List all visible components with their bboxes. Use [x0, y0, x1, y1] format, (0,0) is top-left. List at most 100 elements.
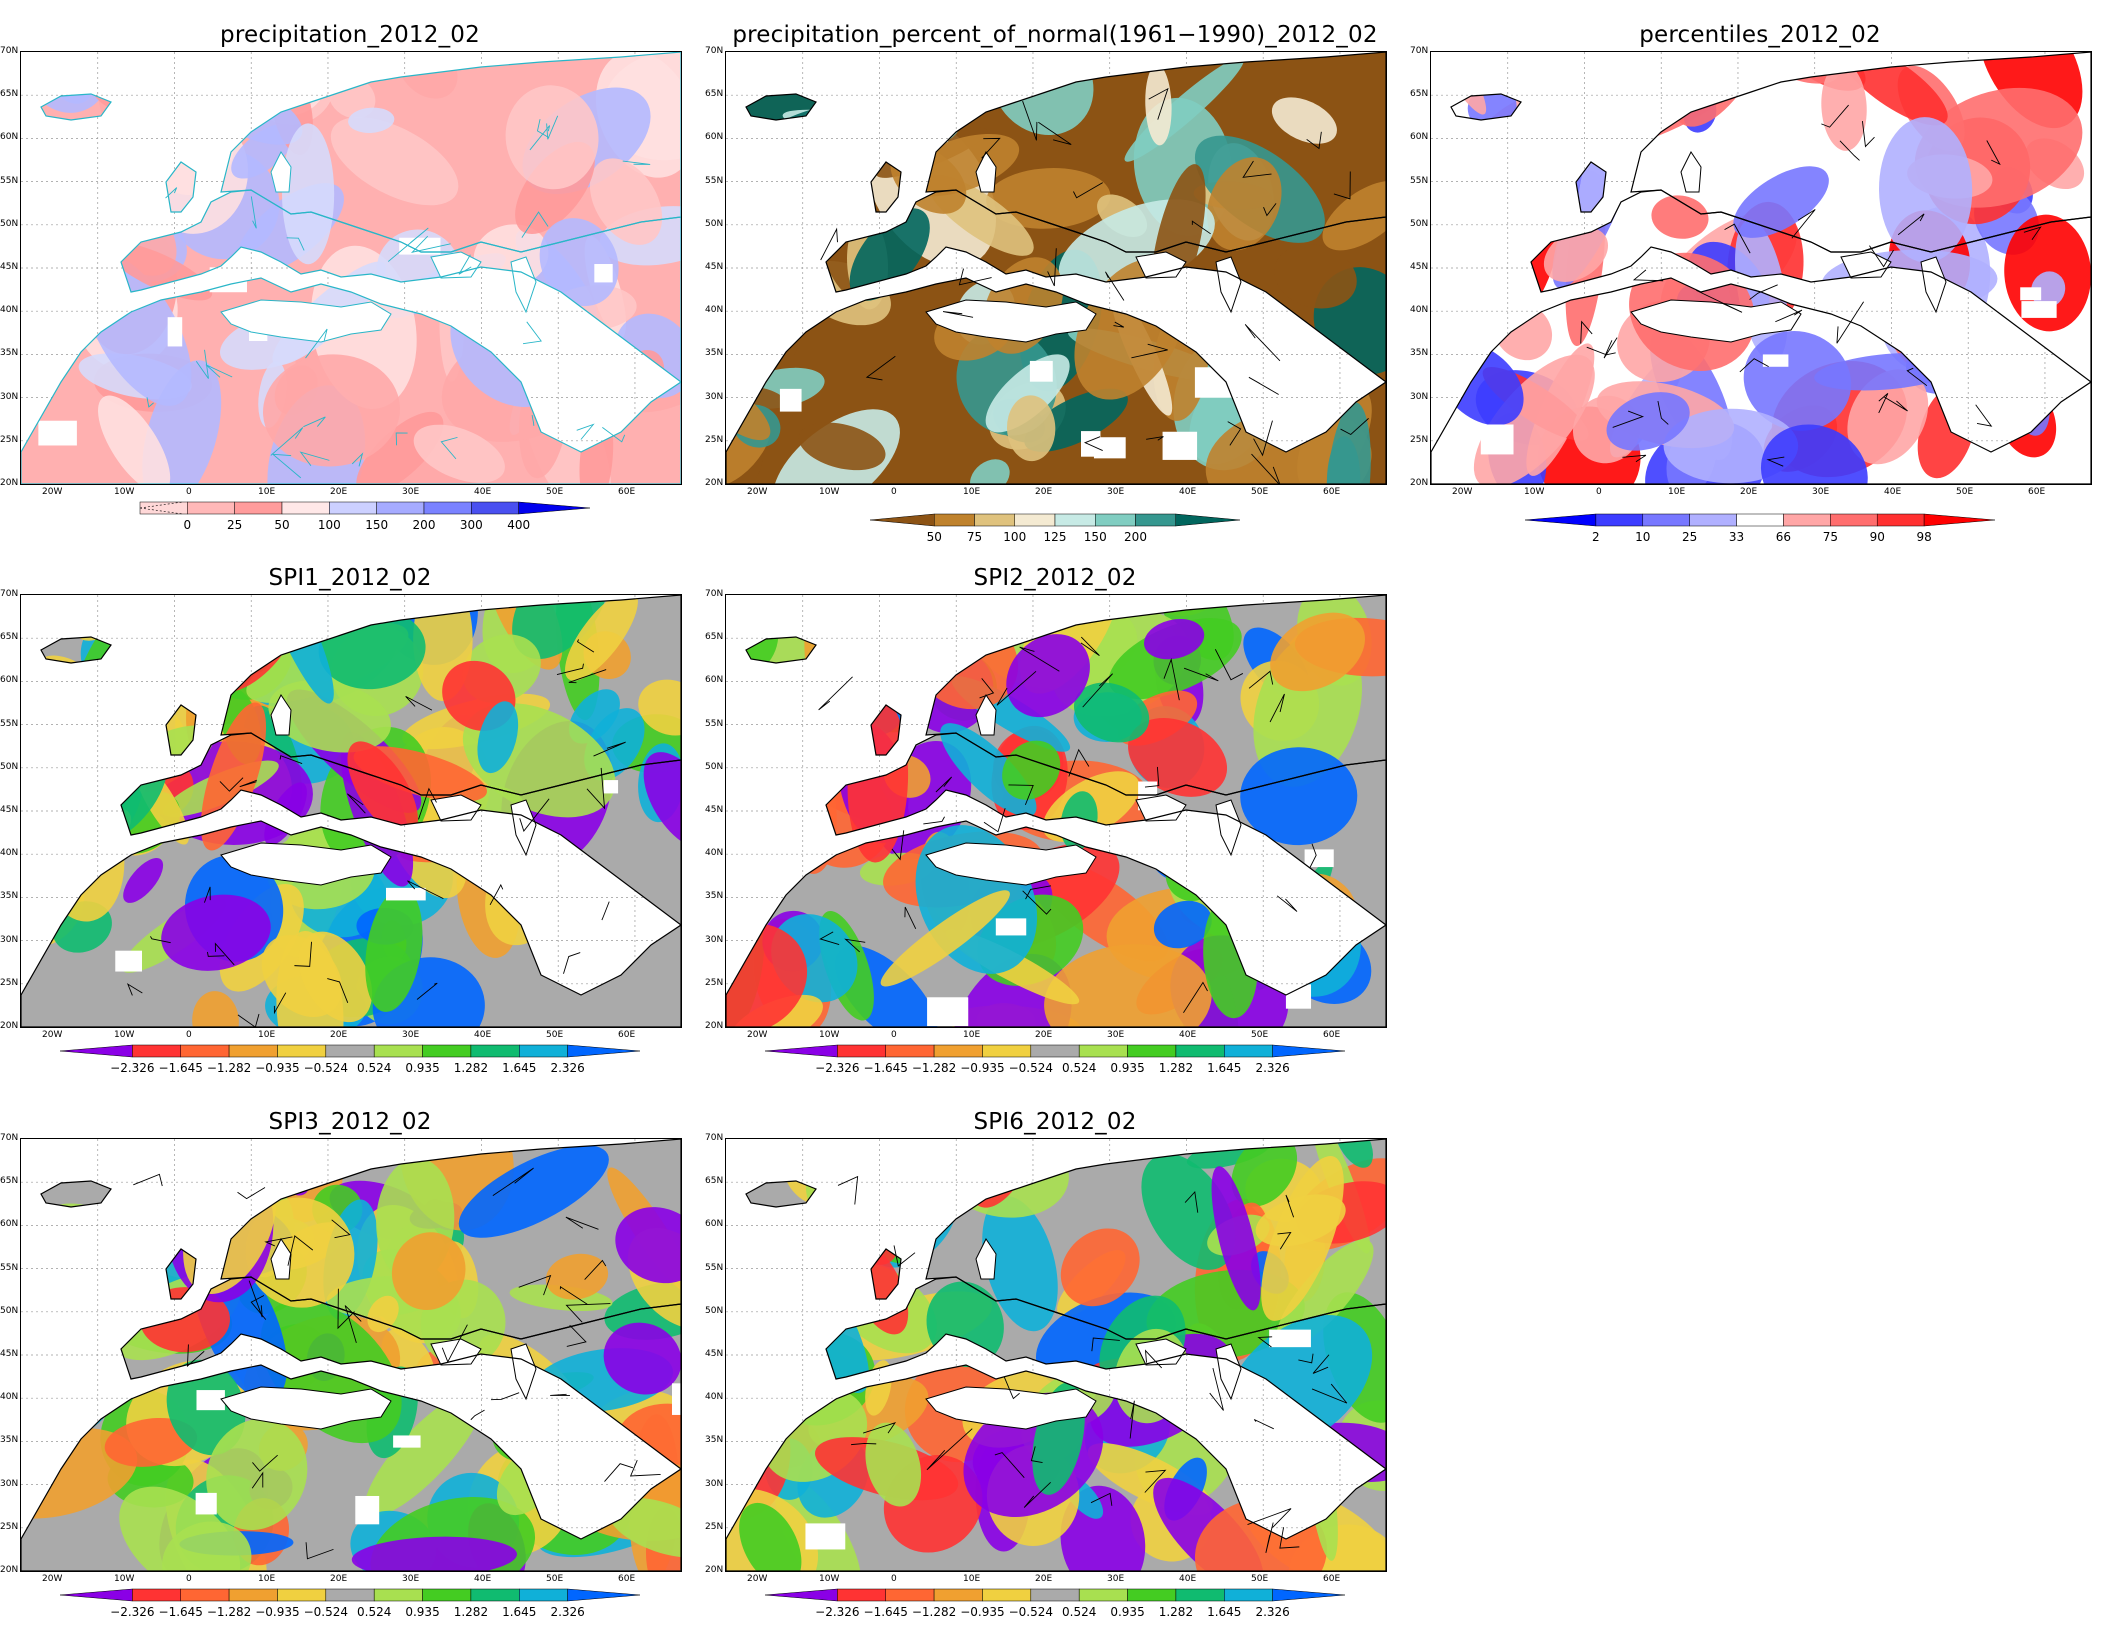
field-blob [330, 117, 459, 206]
country-border [250, 196, 257, 229]
country-border [1340, 418, 1369, 436]
lat-tick-label: 65N [0, 632, 19, 643]
country-border [559, 1285, 588, 1305]
country-border [1129, 1400, 1135, 1439]
colorbar-cell [139, 501, 188, 515]
lat-tick-label: 60N [0, 132, 19, 143]
sea-area [1680, 151, 1702, 193]
lon-tick-label: 40E [1179, 487, 1197, 497]
colorbar-cell [1736, 513, 1784, 527]
field-blob [603, 1322, 681, 1395]
no-data-cell [196, 1390, 225, 1411]
colorbar-cell [277, 1588, 327, 1602]
lon-tick-label: 20W [747, 1574, 768, 1584]
colorbar-cell [519, 1588, 568, 1602]
country-border [248, 1280, 263, 1318]
lon-tick-label: 10W [819, 1030, 840, 1040]
colorbar-cell [1224, 1044, 1273, 1058]
colorbar-cell [1175, 1588, 1225, 1602]
lon-tick-label: 40E [474, 1574, 492, 1584]
colorbar-cell [281, 501, 330, 515]
field-fill [21, 595, 681, 1027]
colorbar-cell [1054, 513, 1096, 527]
sea-area [1630, 299, 1802, 343]
field-blob [1073, 682, 1150, 743]
country-border [602, 427, 626, 443]
colorbar-cell [470, 1588, 520, 1602]
field-blob [21, 129, 98, 180]
country-border [1038, 121, 1072, 145]
country-border [126, 983, 143, 996]
lat-tick-label: 35N [0, 891, 19, 902]
colorbar-tick-label: −1.282 [206, 1605, 252, 1619]
colorbar-cell [132, 1588, 181, 1602]
coastline [21, 1364, 681, 1571]
country-border [1276, 895, 1298, 912]
lat-tick-label: 20N [705, 478, 724, 488]
colorbar-tick-label: 0.935 [1110, 1605, 1145, 1619]
colorbar-tick-label: −1.645 [158, 1605, 203, 1619]
lon-tick-label: 20W [747, 1030, 768, 1040]
lat-tick-label: 70N [0, 1133, 19, 1143]
coastline [745, 93, 817, 121]
colorbar-cell [325, 1044, 375, 1058]
field-blob [186, 1139, 240, 1210]
field-blob [108, 602, 236, 664]
field-blob [782, 109, 949, 147]
lat-tick-label: 45N [705, 1349, 724, 1359]
lat-tick-label: 35N [705, 1435, 724, 1446]
sea-area [975, 694, 997, 736]
country-border [1214, 649, 1244, 681]
colorbar-tick-label: 150 [1083, 530, 1107, 544]
field-blob [805, 1164, 854, 1224]
country-border [416, 982, 438, 1000]
lat-tick-label: 65N [0, 89, 19, 100]
sea-area [220, 1386, 392, 1430]
lat-tick-label: 70N [705, 589, 724, 599]
country-border [1897, 213, 1925, 236]
colorbar-cell [1272, 1044, 1346, 1058]
colorbar: 0 25 50 100 150 200 300 400 [139, 501, 591, 538]
field-blob [759, 1283, 852, 1326]
colorbar-cell [1689, 513, 1737, 527]
field-blob [413, 424, 505, 483]
colorbar-cell [518, 501, 591, 515]
field-blob [98, 395, 171, 484]
colorbar-cell [329, 501, 377, 515]
colorbar-tick-label: 2.326 [550, 1605, 585, 1619]
no-data-cell [385, 887, 426, 901]
field-blob [726, 923, 808, 1027]
colorbar-cell [228, 1588, 278, 1602]
country-border [926, 1428, 973, 1471]
country-border [1775, 309, 1803, 323]
lon-tick-label: 0 [186, 487, 192, 497]
lat-tick-label: 20N [0, 478, 19, 488]
coastline [870, 1248, 902, 1300]
colorbar-tick-label: −0.935 [255, 1605, 300, 1619]
field-blob [734, 205, 798, 357]
colorbar-cell [974, 513, 1015, 527]
lat-tick-label: 35N [0, 348, 19, 359]
colorbar-cell [933, 1588, 983, 1602]
coastline [40, 636, 112, 664]
country-border [518, 1274, 552, 1296]
lon-tick-label: 0 [891, 487, 897, 497]
country-border [1144, 766, 1160, 788]
country-border [387, 227, 429, 262]
colorbar-tick-label: 125 [1043, 530, 1067, 544]
lat-tick-label: 20N [1410, 478, 1429, 488]
lat-tick-label: 70N [0, 589, 19, 599]
lat-tick-label: 25N [0, 1521, 19, 1532]
colorbar-tick-label: 1.645 [1207, 1605, 1242, 1619]
field-blob [779, 1246, 869, 1394]
country-border [604, 1463, 634, 1482]
country-border [1191, 220, 1211, 235]
country-border [1209, 1367, 1224, 1411]
lon-tick-label: 0 [891, 1574, 897, 1584]
colorbar: −2.326 −1.645 −1.282 −0.935 −0.524 0.524 0.935… [59, 1044, 641, 1081]
lat-tick-label: 50N [705, 218, 724, 229]
lon-tick-label: 10E [258, 1030, 276, 1040]
country-border [601, 901, 610, 921]
sea-area [270, 151, 292, 193]
lon-tick-label: 50E [1251, 487, 1269, 497]
